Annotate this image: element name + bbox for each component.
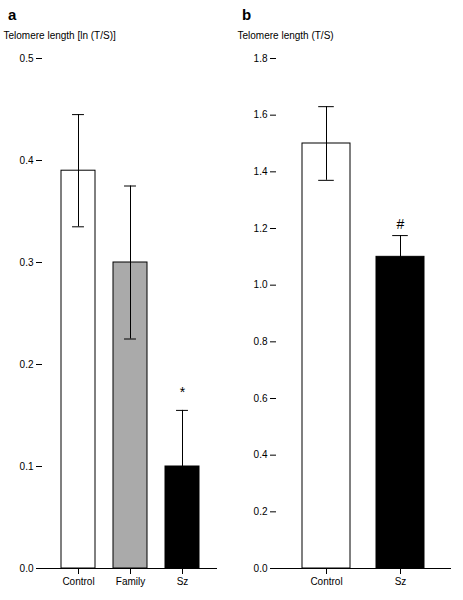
html-text:b: b — [242, 6, 252, 23]
svg-text:Sz: Sz — [177, 576, 189, 587]
svg-text:0.4: 0.4 — [20, 155, 34, 166]
svg-text:0.2: 0.2 — [254, 506, 268, 517]
svg-text:Sz: Sz — [395, 576, 407, 587]
svg-text:1.8: 1.8 — [254, 53, 268, 64]
svg-text:1.2: 1.2 — [254, 223, 268, 234]
svg-text:0.3: 0.3 — [20, 257, 34, 268]
svg-text:0.6: 0.6 — [254, 393, 268, 404]
svg-text:Telomere length (T/S): Telomere length (T/S) — [238, 30, 334, 41]
svg-text:0.0: 0.0 — [254, 563, 268, 574]
svg-text:Control: Control — [62, 576, 94, 587]
svg-text:0.1: 0.1 — [20, 461, 34, 472]
svg-text:Family: Family — [116, 576, 145, 587]
svg-text:0.5: 0.5 — [20, 53, 34, 64]
svg-text:1.0: 1.0 — [254, 279, 268, 290]
svg-text:1.4: 1.4 — [254, 166, 268, 177]
svg-text:0.2: 0.2 — [20, 359, 34, 370]
svg-text:*: * — [180, 384, 186, 400]
svg-text:0.4: 0.4 — [254, 449, 268, 460]
svg-text:#: # — [397, 216, 405, 232]
svg-text:0.0: 0.0 — [20, 563, 34, 574]
svg-text:0.8: 0.8 — [254, 336, 268, 347]
html-text:a: a — [8, 6, 17, 23]
svg-text:Telomere length [ln (T/S)]: Telomere length [ln (T/S)] — [4, 30, 116, 41]
svg-text:1.6: 1.6 — [254, 109, 268, 120]
svg-text:Control: Control — [310, 576, 342, 587]
